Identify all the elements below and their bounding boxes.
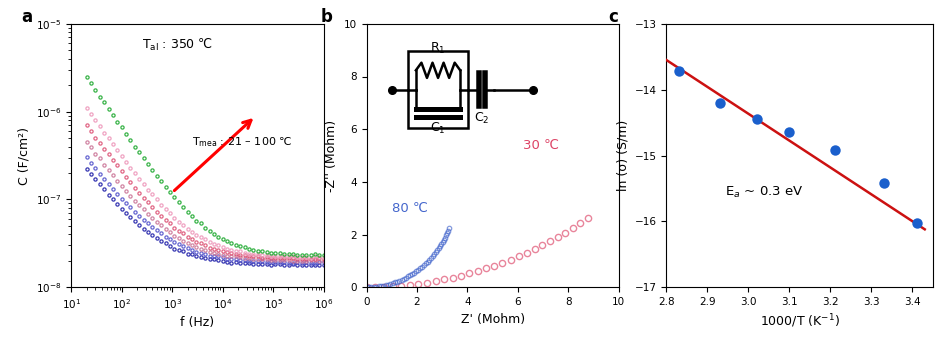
X-axis label: Z' (Mohm): Z' (Mohm) bbox=[461, 312, 525, 326]
Text: T$_{\rm mea}$ : 21 – 100 ℃: T$_{\rm mea}$ : 21 – 100 ℃ bbox=[192, 135, 293, 149]
Text: a: a bbox=[21, 8, 32, 26]
Text: E$_a$ ~ 0.3 eV: E$_a$ ~ 0.3 eV bbox=[725, 185, 803, 200]
Text: 30 ℃: 30 ℃ bbox=[523, 138, 559, 152]
Text: T$_{\rm al}$ : 350 ℃: T$_{\rm al}$ : 350 ℃ bbox=[142, 37, 213, 53]
Y-axis label: -Z'' (Mohm): -Z'' (Mohm) bbox=[326, 119, 338, 192]
Text: 80 ℃: 80 ℃ bbox=[392, 202, 427, 215]
Y-axis label: ln (σ) (S/m): ln (σ) (S/m) bbox=[616, 120, 629, 191]
Text: c: c bbox=[607, 8, 618, 26]
X-axis label: 1000/T (K$^{-1}$): 1000/T (K$^{-1}$) bbox=[760, 312, 840, 330]
Y-axis label: C (F/cm²): C (F/cm²) bbox=[17, 126, 30, 185]
X-axis label: f (Hz): f (Hz) bbox=[181, 317, 214, 329]
Text: b: b bbox=[321, 8, 333, 26]
